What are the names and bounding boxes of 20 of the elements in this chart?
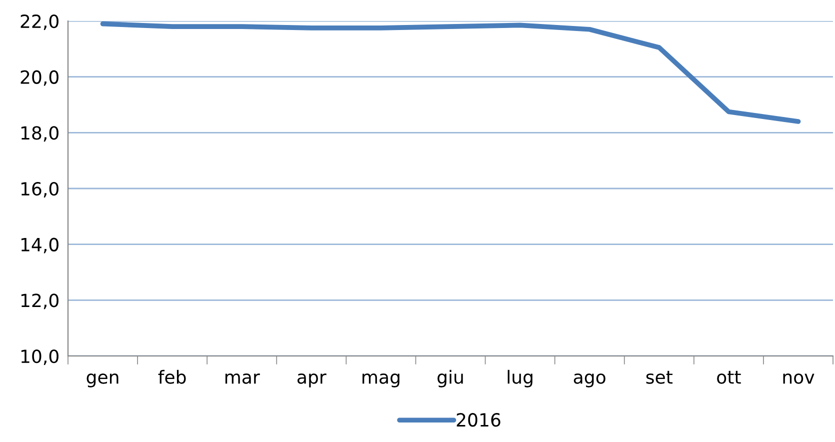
y-tick-label: 10,0 [21,349,58,365]
x-tick-label: mag [362,373,400,388]
y-tick-label: 20,0 [20,70,58,86]
y-tick-label: 18,0 [21,126,58,142]
y-tick-label: 22,0 [20,14,58,30]
y-tick-label: 14,0 [21,238,58,254]
x-tick-label: gen [86,373,118,388]
x-tick-label: ago [574,373,606,388]
line-series [100,21,801,124]
x-tick-label: mar [225,373,260,384]
x-tick-label: lug [508,370,532,388]
legend-label: 2016 [456,413,500,427]
y-tick-label: 16,0 [21,182,58,198]
x-tick-label: feb [158,370,186,384]
x-tick-label: set [646,370,672,384]
x-tick-label: nov [783,373,814,384]
x-tick-label: ott [717,370,741,384]
y-tick-label: 12,0 [21,294,58,310]
x-tick-label: apr [298,373,326,388]
x-tick-label: giu [438,370,463,388]
